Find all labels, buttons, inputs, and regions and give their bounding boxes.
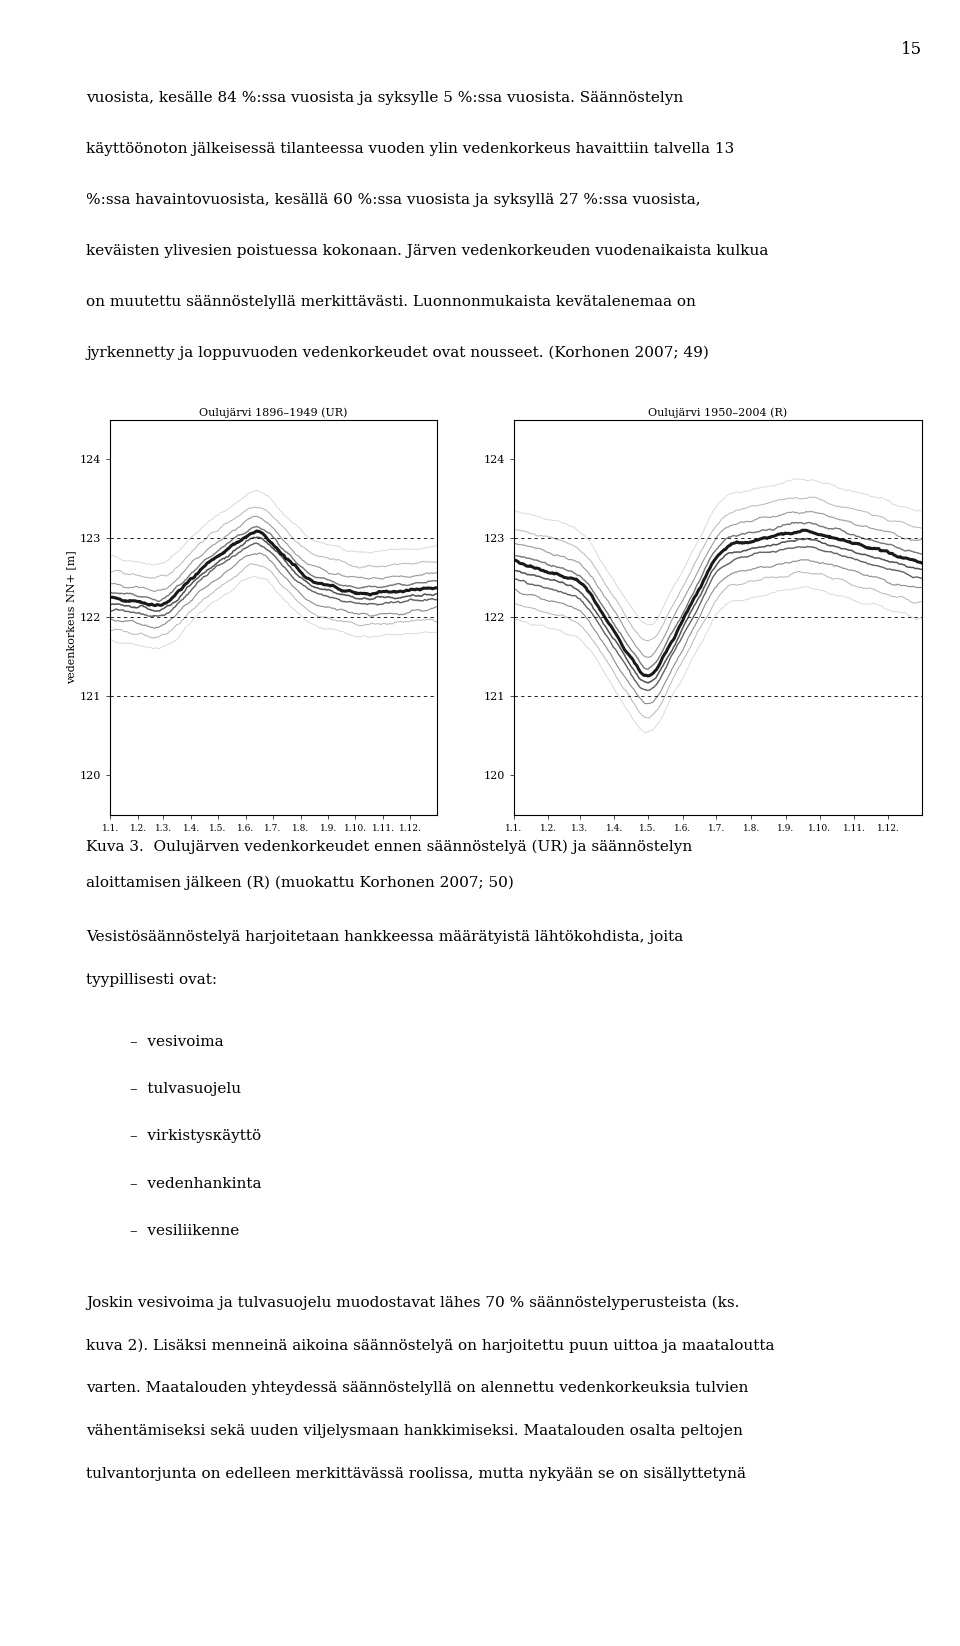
Text: –  tulvasuojelu: – tulvasuojelu (130, 1083, 241, 1096)
Text: tyypillisesti ovat:: tyypillisesti ovat: (86, 973, 218, 988)
Text: tulvantorjunta on edelleen merkittävässä roolissa, mutta nykyään se on sisällytt: tulvantorjunta on edelleen merkittävässä… (86, 1467, 747, 1481)
Text: Vesistösäännöstelyä harjoitetaan hankkeessa määrätyistä lähtökohdista, joita: Vesistösäännöstelyä harjoitetaan hankkee… (86, 930, 684, 945)
Text: varten. Maatalouden yhteydessä säännöstelyllä on alennettu vedenkorkeuksia tulvi: varten. Maatalouden yhteydessä säännöste… (86, 1381, 749, 1396)
Text: Joskin vesivoima ja tulvasuojelu muodostavat lähes 70 % säännöstelyperusteista (: Joskin vesivoima ja tulvasuojelu muodost… (86, 1295, 740, 1310)
Y-axis label: vedenkorkeus NN+ [m]: vedenkorkeus NN+ [m] (66, 550, 76, 685)
Text: vuosista, kesälle 84 %:ssa vuosista ja syksylle 5 %:ssa vuosista. Säännöstelyn: vuosista, kesälle 84 %:ssa vuosista ja s… (86, 91, 684, 105)
Text: keväisten ylivesien poistuessa kokonaan. Järven vedenkorkeuden vuodenaikaista ku: keväisten ylivesien poistuessa kokonaan.… (86, 244, 769, 258)
Title: Oulujärvi 1950–2004 (R): Oulujärvi 1950–2004 (R) (648, 407, 787, 418)
Text: jyrkennetty ja loppuvuoden vedenkorkeudet ovat nousseet. (Korhonen 2007; 49): jyrkennetty ja loppuvuoden vedenkorkeude… (86, 346, 709, 360)
Text: –  vesiliikenne: – vesiliikenne (130, 1223, 239, 1238)
Text: %:ssa havaintovuosista, kesällä 60 %:ssa vuosista ja syksyllä 27 %:ssa vuosista,: %:ssa havaintovuosista, kesällä 60 %:ssa… (86, 193, 701, 207)
Text: on muutettu säännöstelyllä merkittävästi. Luonnonmukaista kevätalenemaa on: on muutettu säännöstelyllä merkittävästi… (86, 295, 696, 309)
Text: –  virkistysкäyttö: – virkistysкäyttö (130, 1129, 261, 1144)
Text: 15: 15 (900, 41, 922, 58)
Text: Kuva 3.  Oulujärven vedenkorkeudet ennen säännöstelyä (UR) ja säännöstelyn: Kuva 3. Oulujärven vedenkorkeudet ennen … (86, 839, 693, 854)
Text: käyttöönoton jälkeisessä tilanteessa vuoden ylin vedenkorkeus havaittiin talvell: käyttöönoton jälkeisessä tilanteessa vuo… (86, 142, 734, 156)
Text: vähentämiseksi sekä uuden viljelysmaan hankkimiseksi. Maatalouden osalta peltoje: vähentämiseksi sekä uuden viljelysmaan h… (86, 1424, 743, 1439)
Text: kuva 2). Lisäksi menneinä aikoina säännöstelyä on harjoitettu puun uittoa ja maa: kuva 2). Lisäksi menneinä aikoina säännö… (86, 1338, 775, 1353)
Text: –  vedenhankinta: – vedenhankinta (130, 1177, 261, 1190)
Text: aloittamisen jälkeen (R) (muokattu Korhonen 2007; 50): aloittamisen jälkeen (R) (muokattu Korho… (86, 876, 515, 890)
Text: –  vesivoima: – vesivoima (130, 1035, 224, 1050)
Title: Oulujärvi 1896–1949 (UR): Oulujärvi 1896–1949 (UR) (200, 407, 348, 418)
